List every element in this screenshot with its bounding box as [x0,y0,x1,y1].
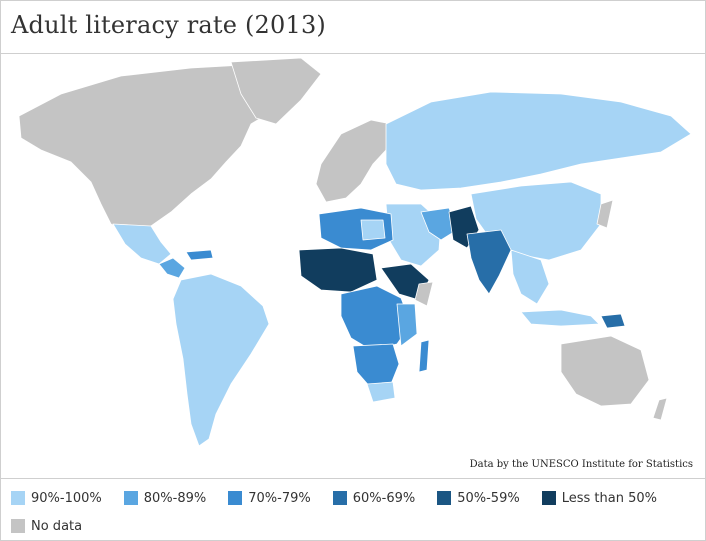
legend-swatch [541,491,556,505]
title-divider [1,53,705,54]
map-title: Adult literacy rate (2013) [11,11,326,39]
world-choropleth-map [1,54,705,476]
legend-item[interactable]: 90%-100% [11,488,102,508]
region-japan[interactable] [596,199,614,229]
region-somalia[interactable] [414,281,434,307]
region-iran[interactable] [420,207,458,241]
legend-item[interactable]: 60%-69% [332,488,416,508]
legend-label: 50%-59% [457,490,520,506]
legend-swatch [437,491,452,505]
region-madagascar[interactable] [418,339,430,373]
legend-label: Less than 50% [561,490,657,506]
region-caribbean[interactable] [185,249,214,261]
legend: 90%-100% 80%-89% 70%-79% 60%-69% 50%-59% Less… [11,488,701,536]
legend-swatch [11,491,25,505]
region-russia[interactable] [385,91,692,191]
legend-label: 80%-89% [143,490,207,506]
legend-swatch [228,491,243,505]
region-south-america[interactable] [172,273,270,447]
region-greenland[interactable] [230,57,322,125]
region-papua-new-guinea[interactable] [600,313,626,329]
legend-item[interactable]: Less than 50% [541,488,657,508]
region-central-africa[interactable] [340,285,412,351]
region-west-africa[interactable] [298,247,378,293]
legend-label: No data [31,518,83,534]
legend-item[interactable]: 50%-59% [437,488,520,508]
data-source-credit: Data by the UNESCO Institute for Statist… [467,459,695,470]
region-mexico[interactable] [112,223,172,265]
legend-label: 70%-79% [248,490,311,506]
region-new-zealand[interactable] [652,397,668,421]
legend-divider [1,478,705,479]
region-east-africa[interactable] [396,303,418,347]
legend-swatch [332,491,347,505]
region-southeast-asia[interactable] [510,249,550,305]
legend-item[interactable]: 80%-89% [123,488,207,508]
region-europe[interactable] [315,119,392,203]
region-australia[interactable] [560,335,650,407]
region-central-america[interactable] [158,257,186,279]
region-india[interactable] [466,229,512,295]
region-south-africa[interactable] [366,381,396,403]
legend-item[interactable]: No data [11,516,82,536]
legend-item[interactable]: 70%-79% [228,488,311,508]
region-libya[interactable] [360,219,386,241]
legend-label: 60%-69% [352,490,416,506]
legend-swatch [11,519,25,533]
legend-label: 90%-100% [31,490,102,506]
legend-swatch [123,491,138,505]
region-indonesia[interactable] [520,309,600,327]
region-north-africa[interactable] [318,207,394,251]
